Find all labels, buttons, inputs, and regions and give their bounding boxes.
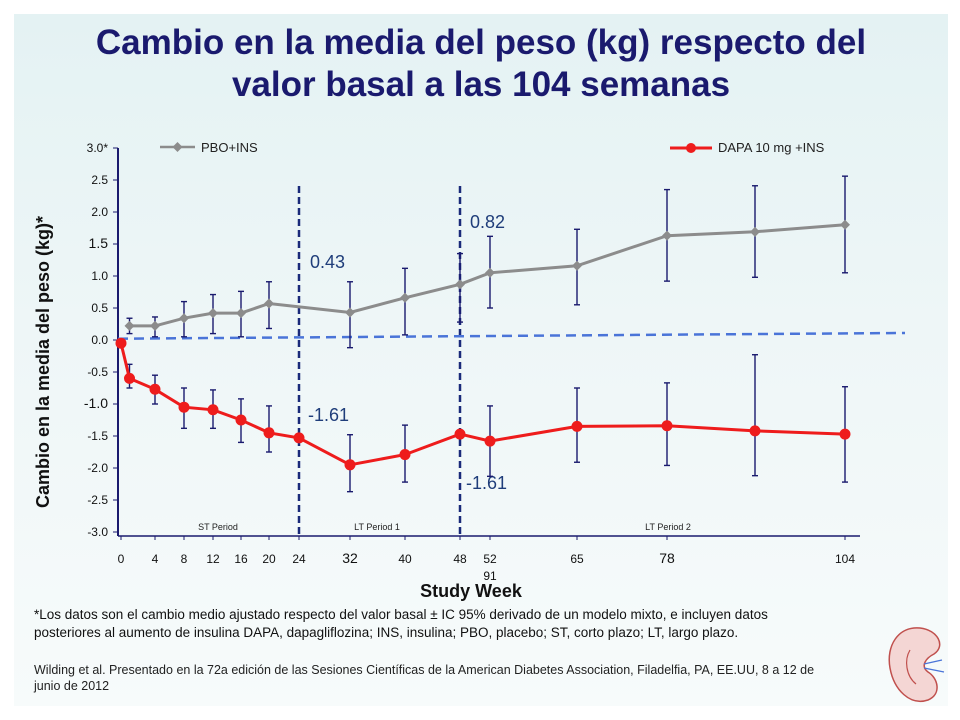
annotation-dapa-48: -1.61: [466, 473, 507, 493]
dapa-data-point: [839, 428, 851, 440]
pbo-data-point: [264, 298, 274, 309]
pbo-data-point: [236, 308, 246, 319]
period-label-lt1: LT Period 1: [354, 522, 400, 532]
dapa-data-point: [263, 427, 275, 439]
footnote-line-2: posteriores al aumento de insulina DAPA,…: [34, 625, 739, 640]
x-tick-label: 52: [483, 552, 497, 566]
citation: Wilding et al. Presentado en la 72a edic…: [34, 662, 914, 694]
kidney-logo: [888, 627, 945, 702]
slide-title: Cambio en la media del peso (kg) respect…: [14, 22, 948, 106]
pbo-data-point: [179, 313, 189, 324]
x-tick-label: 0: [118, 552, 125, 566]
y-tick-label: 3.0*: [87, 141, 109, 155]
y-tick-label: -0.5: [87, 365, 108, 379]
citation-line-2: junio de 2012: [34, 679, 110, 693]
pbo-data-point: [750, 226, 760, 237]
x-tick-label: 78: [659, 550, 675, 566]
y-tick-label: -1.5: [87, 429, 108, 443]
dapa-data-point: [207, 404, 219, 416]
x-tick-label: 40: [398, 552, 412, 566]
annotation-pbo-48: 0.82: [470, 212, 505, 232]
annotation-dapa-24: -1.61: [308, 405, 349, 425]
y-tick-label: 1.0: [91, 269, 108, 283]
dapa-data-point: [454, 428, 466, 440]
y-tick-label: -3.0: [87, 525, 108, 539]
y-tick-label: 2.0: [91, 205, 108, 219]
dapa-data-point: [749, 425, 761, 437]
y-tick-label: 0.5: [91, 301, 108, 315]
dapa-data-point: [344, 459, 356, 471]
baseline-line: [117, 331, 906, 340]
y-tick-label: -1.0: [84, 395, 108, 411]
x-tick-label: 16: [234, 552, 248, 566]
x-tick-label: 65: [570, 552, 584, 566]
x-tick-label: 24: [292, 552, 306, 566]
dapa-data-point: [661, 420, 673, 432]
footnote-line-1: *Los datos son el cambio medio ajustado …: [34, 607, 768, 622]
pbo-data-point: [572, 260, 582, 271]
title-line-2: valor basal a las 104 semanas: [231, 65, 731, 104]
pbo-data-point: [840, 219, 850, 230]
title-line-1: Cambio en la media del peso (kg) respect…: [95, 23, 867, 62]
pbo-data-point: [150, 320, 160, 331]
y-tick-label: 0.0: [91, 333, 108, 347]
pbo-data-point: [400, 292, 410, 303]
legend-dapa-marker: [686, 143, 696, 153]
y-tick-label: -2.0: [87, 461, 108, 475]
pbo-series-line: [129, 223, 846, 328]
legend-pbo-label: PBO+INS: [201, 140, 258, 155]
pbo-data-point: [208, 308, 218, 319]
x-extra-label: 91: [483, 569, 497, 583]
y-tick-label: 1.5: [89, 235, 109, 251]
pbo-data-point: [662, 230, 672, 241]
pbo-data-point: [485, 267, 495, 278]
pbo-data-point: [455, 279, 465, 290]
dapa-data-point: [124, 372, 135, 384]
annotation-pbo-24: 0.43: [310, 252, 345, 272]
period-label-lt2: LT Period 2: [645, 522, 691, 532]
dapa-data-point: [178, 401, 190, 413]
dapa-data-point: [115, 337, 127, 349]
y-tick-label: -2.5: [87, 493, 108, 507]
legend: PBO+INS DAPA 10 mg +INS: [160, 140, 825, 155]
dapa-data-point: [293, 432, 305, 444]
citation-line-1: Wilding et al. Presentado en la 72a edic…: [34, 663, 815, 677]
dapa-data-point: [149, 383, 161, 395]
dapa-data-point: [399, 449, 411, 461]
dapa-series-line: [119, 342, 846, 467]
legend-pbo-marker: [172, 142, 183, 152]
content-panel: [14, 14, 948, 706]
dapa-data-point: [235, 414, 247, 426]
x-tick-label: 4: [152, 552, 159, 566]
dapa-data-point: [484, 435, 496, 447]
legend-dapa-label: DAPA 10 mg +INS: [718, 140, 825, 155]
pbo-data-point: [124, 320, 135, 331]
footnote: *Los datos son el cambio medio ajustado …: [34, 606, 914, 642]
x-tick-label: 32: [342, 550, 358, 566]
x-tick-label: 12: [206, 552, 220, 566]
x-axis-label: Study Week: [420, 581, 523, 601]
x-tick-label: 104: [835, 552, 855, 566]
x-tick-label: 48: [453, 552, 467, 566]
x-tick-label: 8: [181, 552, 188, 566]
x-tick-label: 20: [262, 552, 276, 566]
dapa-data-point: [571, 420, 583, 432]
y-axis-label: Cambio en la media del peso (kg)*: [33, 216, 53, 508]
chart-marks: 3.0* 2.5 2.0 1.5 1.0 0.5 0.0 -0.5 -1.0 -1.5 -2.0 -2…: [84, 141, 906, 566]
period-label-st: ST Period: [198, 522, 238, 532]
y-tick-label: 2.5: [91, 173, 108, 187]
pbo-data-point: [345, 307, 355, 318]
